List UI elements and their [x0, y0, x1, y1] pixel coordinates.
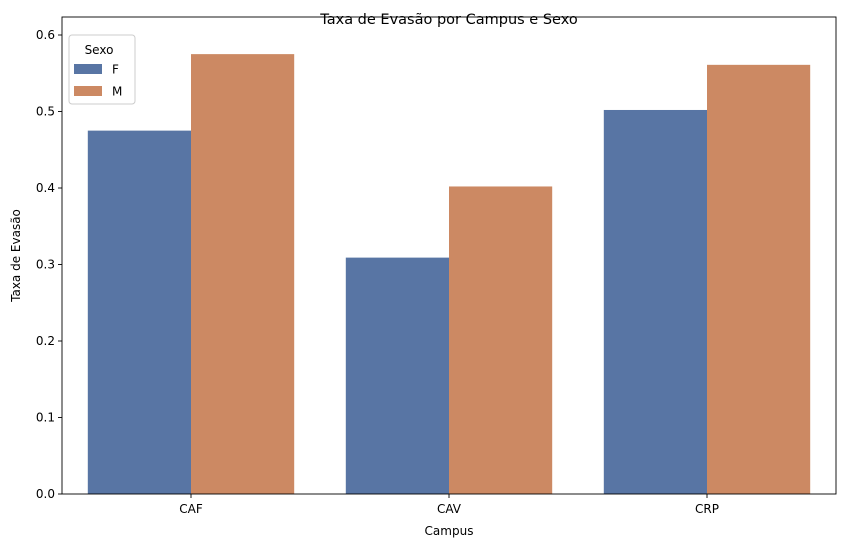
- x-axis-title: Campus: [425, 524, 474, 538]
- y-tick-label: 0.5: [36, 105, 55, 119]
- legend-swatch-f: [74, 64, 102, 74]
- x-axis: CAF CAV CRP: [179, 494, 719, 516]
- x-tick-label: CRP: [695, 502, 719, 516]
- bar-cav-f: [345, 257, 449, 494]
- bar-caf-f: [87, 130, 191, 494]
- bar-caf-m: [191, 54, 295, 494]
- x-tick-label: CAF: [179, 502, 203, 516]
- bar-crp-m: [707, 64, 811, 495]
- legend: Sexo FM: [68, 34, 136, 105]
- bar-crp-f: [603, 109, 707, 494]
- legend-label-m: M: [112, 85, 122, 99]
- chart-title: Taxa de Evasão por Campus e Sexo: [319, 12, 578, 28]
- y-tick-label: 0.0: [36, 487, 55, 501]
- legend-swatch-m: [74, 86, 102, 96]
- y-axis-title: Taxa de Evasão: [9, 209, 23, 303]
- bar-cav-m: [449, 186, 553, 494]
- x-tick-label: CAV: [437, 502, 462, 516]
- legend-label-f: F: [112, 63, 119, 77]
- bars-group: [87, 54, 811, 495]
- legend-title: Sexo: [85, 43, 114, 57]
- y-tick-label: 0.1: [36, 411, 55, 425]
- y-axis: 0.0 0.1 0.2 0.3 0.4 0.5 0.6: [36, 28, 62, 501]
- y-tick-label: 0.6: [36, 28, 55, 42]
- y-tick-label: 0.2: [36, 334, 55, 348]
- y-tick-label: 0.4: [36, 181, 55, 195]
- y-tick-label: 0.3: [36, 258, 55, 272]
